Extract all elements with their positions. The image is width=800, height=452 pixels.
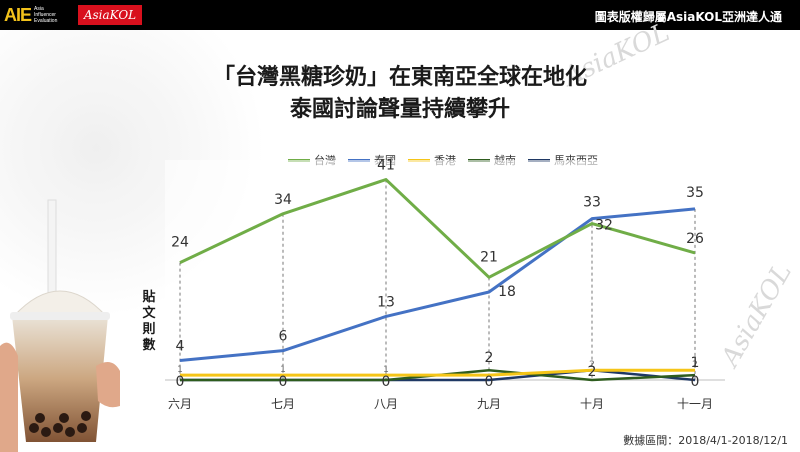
data-label: 0 [382, 374, 391, 390]
data-label: 0 [279, 374, 288, 390]
data-label: 41 [377, 158, 395, 174]
x-tick-label: 六月 [168, 397, 192, 411]
data-label: 0 [691, 374, 700, 390]
data-label: 33 [583, 195, 601, 211]
data-label: 2 [588, 364, 597, 380]
aie-logo-subtext: Asia Influencer Evaluation [34, 6, 58, 24]
aie-logo: AIE Asia Influencer Evaluation [4, 5, 57, 25]
x-tick-label: 七月 [271, 397, 295, 411]
data-label: 2 [485, 350, 494, 366]
data-label: 32 [595, 218, 613, 234]
data-label: 1 [280, 365, 286, 375]
y-axis-label: 貼文則數 [142, 290, 156, 353]
data-label: 34 [274, 192, 292, 208]
x-tick-label: 十一月 [677, 397, 713, 411]
data-label: 0 [176, 374, 185, 390]
data-label: 1 [177, 365, 183, 375]
chart-title-line-1: 「台灣黑糖珍奶」在東南亞全球在地化 [212, 65, 587, 90]
data-label: 6 [279, 329, 288, 345]
copyright-text: 圖表版權歸屬AsiaKOL亞洲達人通 [594, 10, 782, 24]
aie-logo-text: AIE [4, 4, 32, 25]
x-tick-label: 八月 [374, 397, 398, 411]
asiakol-logo: AsiaKOL [78, 5, 142, 25]
data-label: 2 [589, 360, 595, 370]
data-label: 35 [686, 185, 704, 201]
plot-area [165, 160, 725, 382]
x-tick-label: 十月 [580, 397, 604, 411]
date-range: 數據區間：2018/4/1-2018/12/1 [623, 434, 788, 447]
data-label: 2 [692, 360, 698, 370]
series-line [179, 178, 696, 279]
data-label: 24 [171, 235, 189, 251]
data-label: 13 [377, 294, 395, 310]
data-label: 4 [176, 338, 185, 354]
series-line [180, 368, 695, 377]
data-label: 21 [480, 249, 498, 265]
chart-title-line-2: 泰國討論聲量持續攀升 [289, 97, 510, 122]
data-label: 18 [498, 284, 516, 300]
data-label: 0 [485, 374, 494, 390]
data-label: 1 [383, 365, 389, 375]
bubble-tea-image [0, 199, 120, 452]
data-label: 26 [686, 231, 704, 247]
series-line [179, 207, 696, 362]
x-tick-label: 九月 [477, 397, 501, 411]
chart-title: 「台灣黑糖珍奶」在東南亞全球在地化 泰國討論聲量持續攀升 [150, 62, 650, 126]
top-bar: AIE Asia Influencer Evaluation AsiaKOL 圖… [0, 0, 800, 30]
data-label: 1 [691, 355, 700, 371]
